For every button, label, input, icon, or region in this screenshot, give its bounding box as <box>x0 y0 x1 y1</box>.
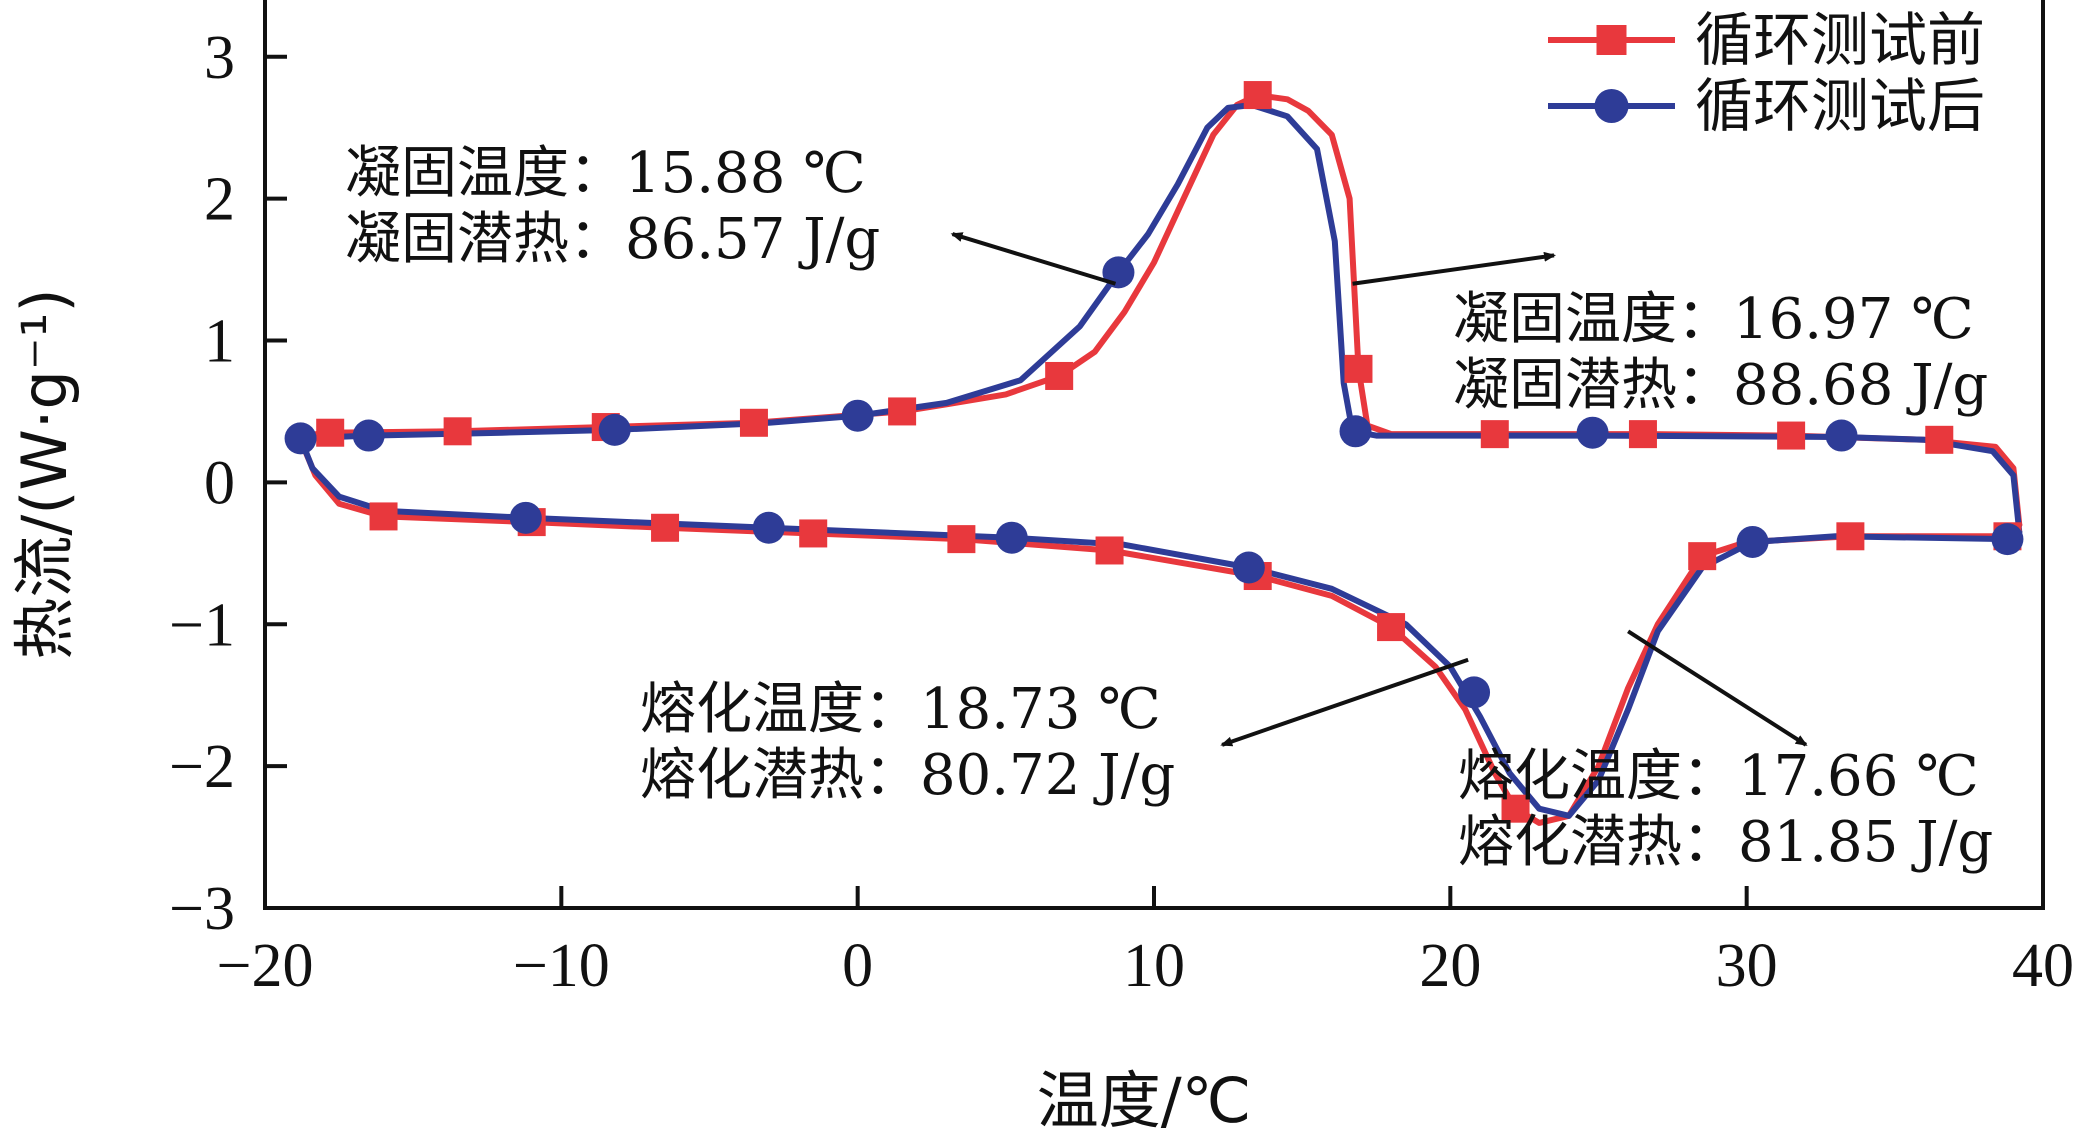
data-point-square <box>443 417 472 446</box>
data-point-square <box>799 519 828 548</box>
y-tick-label: 0 <box>204 449 235 517</box>
annotation-line1: 熔化温度：18.73 ℃ <box>640 677 1161 742</box>
legend-marker-square <box>1596 25 1627 55</box>
data-point-circle <box>1232 551 1265 584</box>
annotation-line1: 熔化温度：17.66 ℃ <box>1458 744 1979 809</box>
data-point-circle <box>1991 523 2024 556</box>
legend-label-after: 循环测试后 <box>1695 72 1985 140</box>
data-point-square <box>1095 536 1124 565</box>
legend: 循环测试前 循环测试后 <box>1548 6 1985 140</box>
data-point-square <box>1688 542 1717 571</box>
x-tick-label: 30 <box>1716 932 1778 1000</box>
data-point-square <box>651 513 680 542</box>
data-point-circle <box>752 511 785 544</box>
data-point-square <box>1045 361 1074 390</box>
data-point-circle <box>509 501 542 534</box>
y-tick-label: 1 <box>204 308 235 376</box>
data-point-square <box>369 502 398 531</box>
data-point-square <box>1501 794 1530 823</box>
data-point-circle <box>1102 256 1135 289</box>
data-point-square <box>1836 522 1865 551</box>
data-point-square <box>739 408 768 437</box>
data-point-square <box>1243 81 1272 110</box>
data-point-circle <box>1458 676 1491 709</box>
annotation-arrow <box>1220 657 1469 747</box>
y-tick-label: 2 <box>204 166 235 234</box>
legend-label-before: 循环测试前 <box>1695 6 1985 74</box>
series-line-after-cooling <box>297 102 2023 535</box>
annotation-line2: 熔化潜热：81.85 J/g <box>1458 810 1993 875</box>
annotation-line2: 熔化潜热：80.72 J/g <box>640 743 1175 808</box>
annotation-line2: 凝固潜热：86.57 J/g <box>345 207 880 272</box>
data-point-circle <box>1736 525 1769 558</box>
x-tick-label: 20 <box>1419 932 1481 1000</box>
y-axis-title: 热流/(W·g⁻¹) <box>8 288 81 659</box>
data-point-circle <box>284 422 317 455</box>
data-point-square <box>1628 420 1657 449</box>
data-point-square <box>1377 613 1406 642</box>
data-point-square <box>1925 425 1954 454</box>
y-tick-label: 3 <box>204 24 235 92</box>
annotation-arrow <box>1627 629 1808 747</box>
data-point-circle <box>841 399 874 432</box>
annotation-arrow <box>1352 251 1557 286</box>
data-point-circle <box>1339 415 1372 448</box>
data-point-circle <box>598 413 631 446</box>
data-point-square <box>1480 420 1509 449</box>
x-tick-label: 40 <box>2012 932 2074 1000</box>
x-tick-label: −10 <box>513 932 610 1000</box>
annotation-arrow <box>950 232 1117 286</box>
data-point-circle <box>1576 416 1609 449</box>
data-point-circle <box>352 419 385 452</box>
data-point-square <box>1344 354 1373 383</box>
y-tick-label: −3 <box>169 875 235 943</box>
x-tick-label: 0 <box>842 932 873 1000</box>
data-point-square <box>888 397 917 426</box>
legend-marker-circle <box>1594 89 1629 123</box>
y-tick-label: −2 <box>169 733 235 801</box>
x-tick-label: 10 <box>1123 932 1185 1000</box>
y-tick-label: −1 <box>169 591 235 659</box>
data-point-circle <box>995 521 1028 554</box>
x-tick-label: −20 <box>217 932 314 1000</box>
annotation-line1: 凝固温度：15.88 ℃ <box>345 141 866 206</box>
annotation-line2: 凝固潜热：88.68 J/g <box>1453 353 1988 418</box>
annotation-line1: 凝固温度：16.97 ℃ <box>1453 287 1974 352</box>
data-point-square <box>947 525 976 554</box>
x-axis-title: 温度/℃ <box>1037 1064 1252 1136</box>
data-point-square <box>316 418 345 447</box>
data-point-circle <box>1825 419 1858 452</box>
data-point-square <box>1777 421 1806 450</box>
